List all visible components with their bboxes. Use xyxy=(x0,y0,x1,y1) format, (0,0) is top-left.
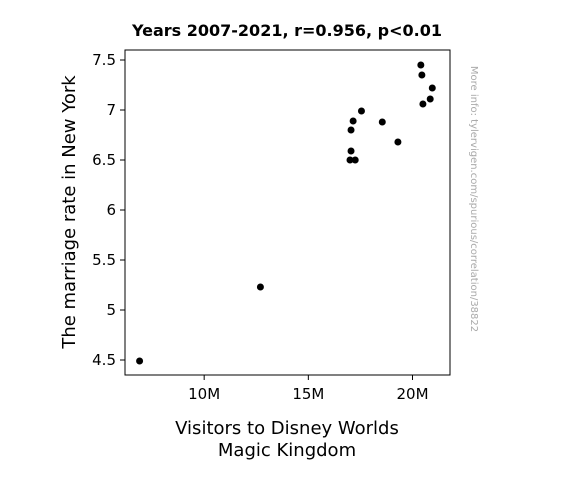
data-point xyxy=(256,283,264,291)
data-point xyxy=(418,71,426,79)
data-point xyxy=(357,107,365,115)
y-tick-label: 6 xyxy=(106,201,116,219)
data-point xyxy=(136,357,144,365)
data-point xyxy=(428,84,436,92)
watermark-text: More info: tylervigen.com/spurious/corre… xyxy=(468,66,479,332)
x-axis-label-line-2: Magic Kingdom xyxy=(218,440,356,461)
data-point xyxy=(394,138,402,146)
data-point xyxy=(347,147,355,155)
x-tick-label: 20M xyxy=(396,385,428,403)
y-tick-label: 4.5 xyxy=(92,351,116,369)
x-tick-label: 10M xyxy=(188,385,220,403)
data-point xyxy=(426,95,434,103)
data-points xyxy=(136,61,436,365)
y-axis-ticks: 4.5 5 5.5 6 6.5 7 7.5 xyxy=(92,51,125,369)
data-point xyxy=(346,156,354,164)
y-axis-label: The marriage rate in New York xyxy=(59,75,80,350)
y-tick-label: 7 xyxy=(106,101,116,119)
data-point xyxy=(378,118,386,126)
data-point xyxy=(417,61,425,69)
data-point xyxy=(351,156,359,164)
x-axis-label-line-1: Visitors to Disney Worlds xyxy=(175,418,399,439)
y-tick-label: 7.5 xyxy=(92,51,116,69)
y-tick-label: 5 xyxy=(106,301,116,319)
y-tick-label: 5.5 xyxy=(92,251,116,269)
x-tick-label: 15M xyxy=(292,385,324,403)
data-point xyxy=(349,117,357,125)
chart-title: Years 2007-2021, r=0.956, p<0.01 xyxy=(131,21,442,40)
x-axis-ticks: 10M 15M 20M xyxy=(188,375,429,403)
data-point xyxy=(347,126,355,134)
data-point xyxy=(419,100,427,108)
y-tick-label: 6.5 xyxy=(92,151,116,169)
plot-area-frame xyxy=(124,49,451,376)
